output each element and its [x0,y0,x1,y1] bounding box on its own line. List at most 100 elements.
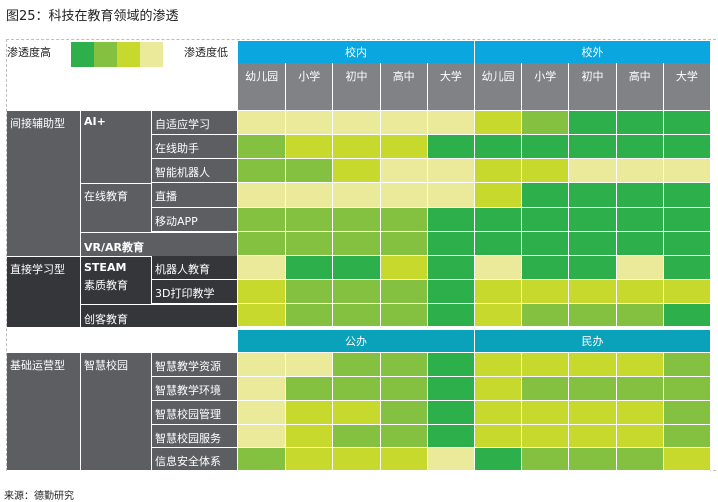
heatmap-cell [568,256,616,280]
heatmap-cell [379,232,427,256]
heatmap-cell [238,135,286,159]
heatmap-cell [426,304,474,327]
heatmap-cell [474,401,522,425]
legend-swatch-level-3 [94,42,117,67]
heatmap-cell [379,425,427,448]
heatmap-cell [379,448,427,471]
category-indirect: 间接辅助型 [7,111,81,257]
heatmap-cell [379,353,427,377]
heatmap-cell [521,159,569,183]
heatmap-cell [662,159,710,183]
heatmap-cell [474,232,522,256]
column-header: 大学 [662,63,710,110]
group-steam-line2: 素质教育 [84,279,128,292]
legend-swatch-level-2 [117,42,140,67]
heatmap-cell [474,111,522,135]
heatmap-cell [238,256,286,280]
heatmap-cell [238,280,286,304]
heatmap-cell [568,448,616,471]
header-group-private: 民办 [474,330,710,352]
column-header: 初中 [332,63,380,110]
heatmap-cell [662,208,710,232]
heatmap-cell [474,353,522,377]
heatmap-cell [662,304,710,327]
heatmap-cell [521,232,569,256]
heatmap-cell [521,304,569,327]
heatmap-cell [521,256,569,280]
heatmap-cell [615,159,663,183]
heatmap-cell [474,448,522,471]
heatmap-cell [285,256,333,280]
heatmap-cell [332,183,380,208]
heatmap-cell [285,353,333,377]
heatmap-cell [662,232,710,256]
heatmap-cell [285,111,333,135]
heatmap-cell [474,208,522,232]
heatmap-cell [379,159,427,183]
heatmap-cell [238,304,286,327]
heatmap-cell [615,111,663,135]
heatmap-cell [285,208,333,232]
heatmap-cell [426,183,474,208]
heatmap-cell [662,280,710,304]
heatmap-cell [332,425,380,448]
heatmap-cell [615,425,663,448]
heatmap-cell [615,448,663,471]
heatmap-cell [379,377,427,401]
heatmap-cell [426,353,474,377]
heatmap-cell [568,401,616,425]
heatmap-cell [615,377,663,401]
row-label: 机器人教育 [152,256,238,280]
category-basic: 基础运营型 [7,353,81,471]
heatmap-cell [285,183,333,208]
legend-swatch-level-1 [140,42,163,67]
heatmap-cell [521,280,569,304]
column-header: 初中 [568,63,616,110]
row-label: 智慧教学环境 [152,377,238,401]
heatmap-cell [521,183,569,208]
heatmap-cell [426,448,474,471]
heatmap-cell [285,280,333,304]
column-header: 小学 [285,63,333,110]
heatmap-cell [568,159,616,183]
heatmap-cell [285,425,333,448]
heatmap-cell [238,377,286,401]
group-ai: AI+ [81,111,152,184]
heatmap-cell [426,135,474,159]
group-online: 在线教育 [81,184,152,233]
row-label: 信息安全体系 [152,448,238,471]
heatmap-cell [521,135,569,159]
row-label: 直播 [152,183,238,208]
heatmap-cell [568,377,616,401]
row-label: 在线助手 [152,135,238,159]
heatmap-cell [662,111,710,135]
heatmap-cell [238,183,286,208]
heatmap-cell [662,183,710,208]
heatmap-cell [474,304,522,327]
heatmap-cell [379,135,427,159]
heatmap-cell [332,135,380,159]
heatmap-cell [568,111,616,135]
heatmap-cell [332,448,380,471]
group-steam: STEAM 素质教育 [81,257,152,305]
heatmap-cell [615,401,663,425]
heatmap-cell [426,425,474,448]
heatmap-cell [332,377,380,401]
heatmap-cell [285,304,333,327]
heatmap-cell [568,208,616,232]
heatmap-cell [426,111,474,135]
heatmap-cell [426,256,474,280]
heatmap-cell [568,135,616,159]
heatmap-cell [568,304,616,327]
row-label: 智能机器人 [152,159,238,183]
heatmap-cell [615,183,663,208]
column-header: 幼儿园 [238,63,286,110]
heatmap-cell [285,448,333,471]
row-label: 智慧校园管理 [152,401,238,425]
legend-high-label: 渗透度高 [7,46,51,59]
heatmap-cell [332,280,380,304]
heatmap-cell [238,232,286,256]
heatmap-cell [379,183,427,208]
heatmap-cell [332,208,380,232]
heatmap-cell [615,353,663,377]
